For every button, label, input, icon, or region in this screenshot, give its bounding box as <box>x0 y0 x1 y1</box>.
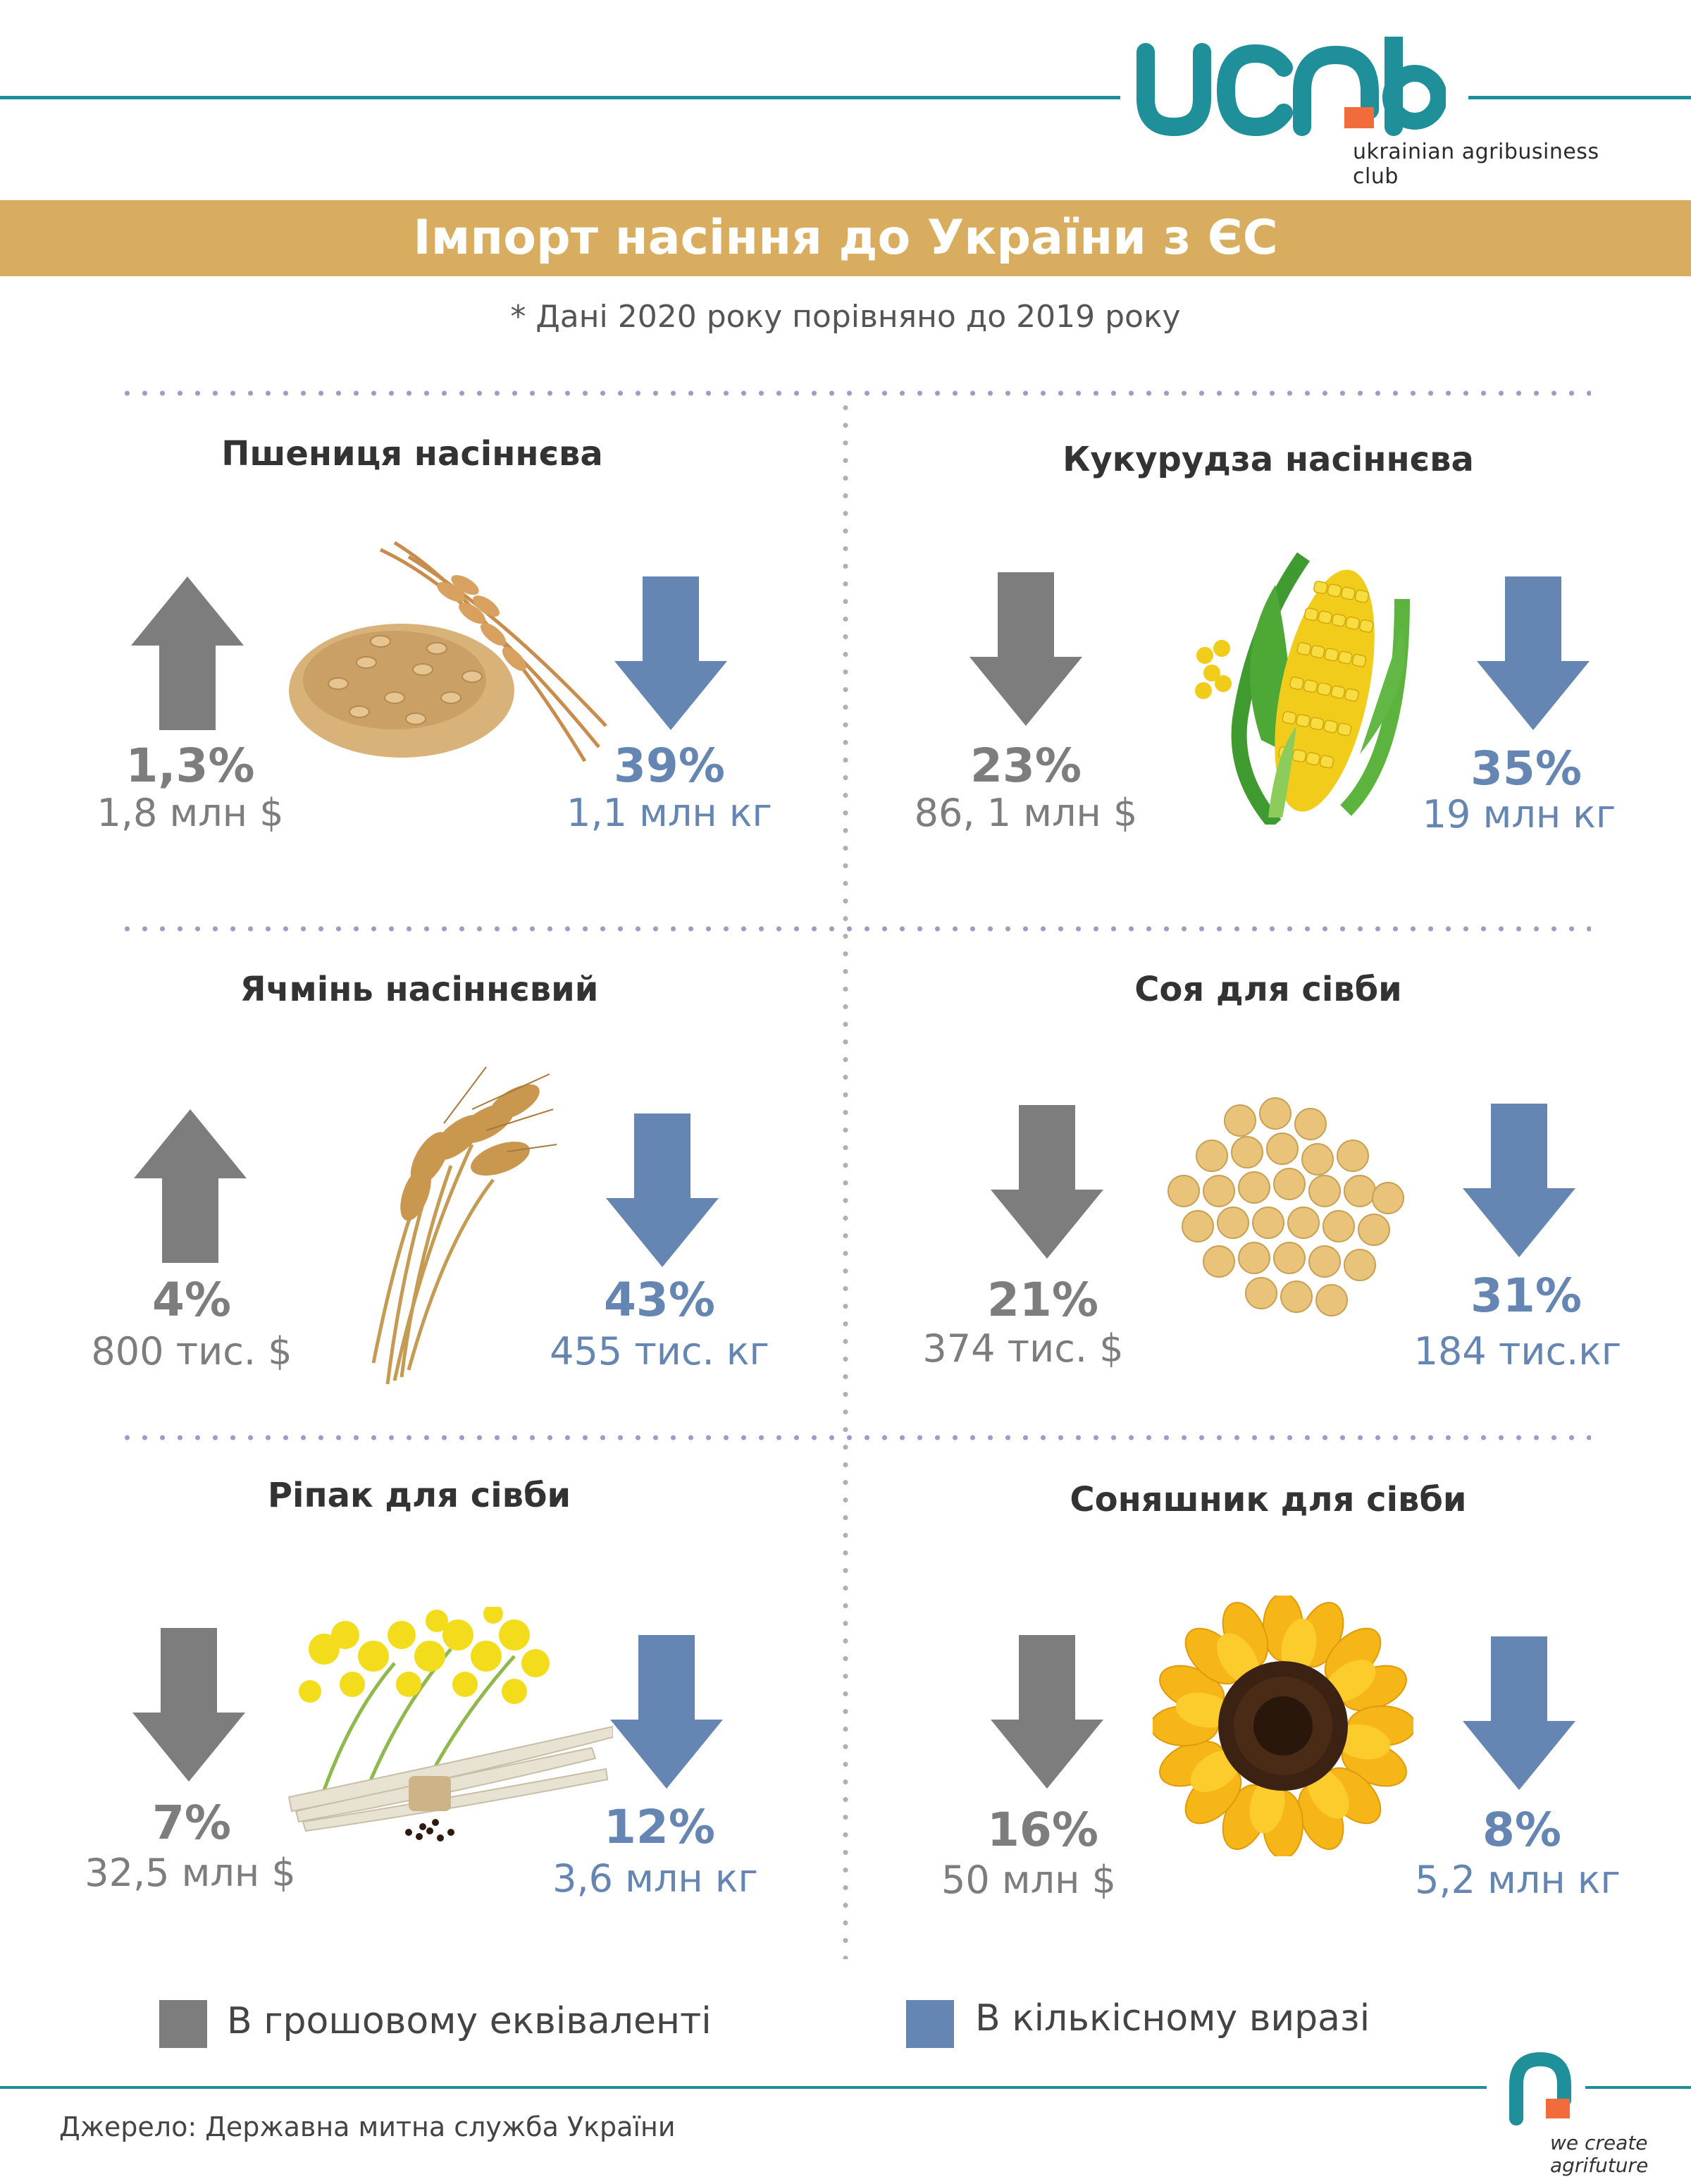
header-line-right <box>1468 96 1691 99</box>
crop-heading-barley: Ячмінь насіннєвий <box>240 970 599 1009</box>
arrow-down-gray <box>132 1628 245 1782</box>
crop-heading-corn: Кукурудза насіннєва <box>1063 440 1474 479</box>
arrow-up-gray <box>131 576 244 730</box>
legend-swatch-money <box>159 2000 207 2048</box>
quantity-percent: 35% <box>1470 741 1582 796</box>
rapeseed-icon <box>287 1607 613 1841</box>
crop-heading-soy: Соя для сівби <box>1134 970 1402 1009</box>
money-value: 50 млн $ <box>941 1858 1116 1902</box>
quantity-percent: 12% <box>604 1800 715 1854</box>
divider-top <box>118 390 1591 396</box>
arrow-down-blue <box>1463 1636 1575 1790</box>
quantity-value: 184 тис.кг <box>1413 1329 1622 1374</box>
quantity-value: 19 млн кг <box>1422 792 1616 837</box>
page-title: Імпорт насіння до України з ЄС <box>413 210 1278 266</box>
footer-line-left <box>0 2086 1487 2089</box>
divider-row-1 <box>118 926 1591 932</box>
money-percent: 21% <box>987 1273 1098 1327</box>
crop-heading-sunflower: Соняшник для сівби <box>1070 1480 1467 1519</box>
ucab-logo <box>1136 37 1446 137</box>
legend-label-money: В грошовому еквіваленті <box>227 2000 712 2042</box>
divider-vertical <box>843 399 848 1959</box>
quantity-value: 3,6 млн кг <box>552 1856 758 1901</box>
footer-tagline-2: agrifuture <box>1550 2154 1649 2177</box>
arrow-down-gray <box>991 1635 1103 1789</box>
quantity-value: 1,1 млн кг <box>566 791 772 835</box>
quantity-percent: 8% <box>1482 1803 1562 1857</box>
money-percent: 1,3% <box>125 739 255 793</box>
sunflower-icon <box>1153 1596 1413 1856</box>
footer-line-right <box>1585 2086 1691 2089</box>
money-value: 374 тис. $ <box>922 1326 1124 1371</box>
quantity-value: 455 тис. кг <box>550 1329 769 1374</box>
legend-swatch-quantity <box>906 2000 954 2048</box>
quantity-percent: 31% <box>1470 1269 1582 1323</box>
money-percent: 23% <box>970 739 1082 793</box>
money-percent: 16% <box>987 1803 1098 1857</box>
crop-heading-wheat: Пшениця насіннєва <box>221 434 603 474</box>
quantity-percent: 43% <box>604 1273 715 1327</box>
divider-row-2 <box>118 1435 1591 1440</box>
money-value: 800 тис. $ <box>91 1329 292 1374</box>
arrow-up-gray <box>134 1109 247 1263</box>
money-value: 32,5 млн $ <box>85 1851 296 1895</box>
page-subtitle: * Дані 2020 року порівняно до 2019 року <box>510 299 1181 335</box>
money-percent: 7% <box>151 1796 232 1850</box>
money-value: 1,8 млн $ <box>97 791 284 835</box>
crop-heading-rapeseed: Ріпак для сівби <box>267 1476 571 1515</box>
arrow-down-blue <box>1463 1104 1575 1257</box>
money-percent: 4% <box>151 1273 232 1327</box>
arrow-down-blue <box>610 1635 723 1789</box>
quantity-percent: 39% <box>614 739 725 793</box>
arrow-down-blue <box>606 1113 719 1267</box>
quantity-value: 5,2 млн кг <box>1415 1858 1621 1902</box>
wheat-grain-icon <box>289 541 607 763</box>
ucab-mark-icon <box>1509 2052 1571 2126</box>
barley-icon <box>371 1066 557 1384</box>
logo-tagline: ukrainian agribusiness club <box>1353 140 1599 189</box>
title-banner <box>0 200 1691 276</box>
footer-tagline-1: we create <box>1550 2131 1648 2154</box>
source-note: Джерело: Державна митна служба України <box>59 2111 676 2142</box>
soybean-icon <box>1167 1097 1404 1316</box>
legend-label-quantity: В кількісному виразі <box>975 1997 1370 2040</box>
arrow-down-gray <box>991 1105 1103 1259</box>
arrow-down-blue <box>614 576 727 730</box>
corn-icon <box>1195 552 1410 825</box>
arrow-down-gray <box>970 572 1082 726</box>
arrow-down-blue <box>1477 576 1590 730</box>
header-line-left <box>0 96 1120 99</box>
money-value: 86, 1 млн $ <box>914 791 1138 835</box>
